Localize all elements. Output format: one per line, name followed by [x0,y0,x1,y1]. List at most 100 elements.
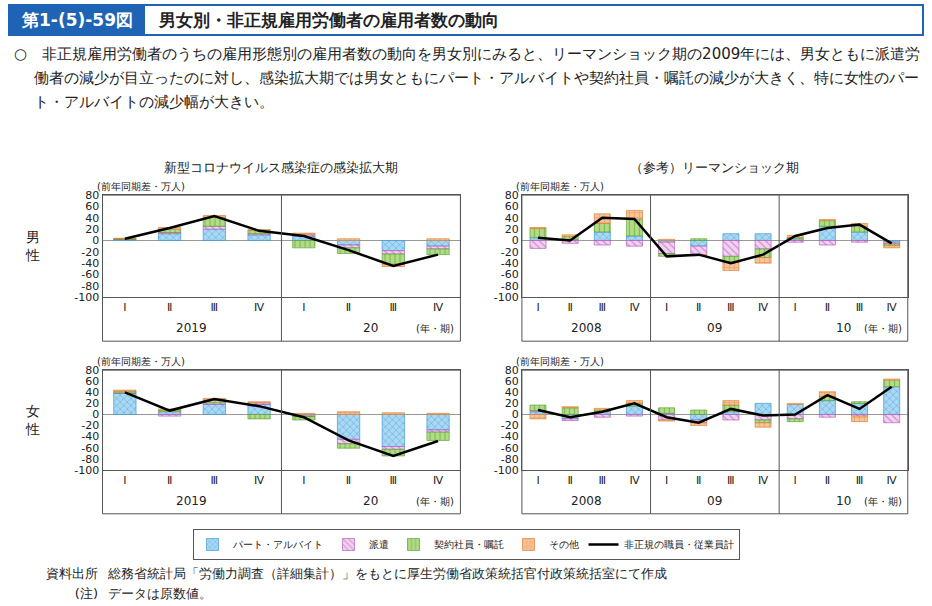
svg-text:-40: -40 [501,257,519,270]
svg-text:-20: -20 [501,419,519,432]
svg-text:Ⅱ: Ⅱ [346,301,351,314]
svg-text:その他: その他 [549,539,579,550]
svg-text:Ⅳ: Ⅳ [254,474,265,487]
svg-text:Ⅰ: Ⅰ [536,474,539,487]
svg-text:(前年同期差・万人): (前年同期差・万人) [516,356,604,367]
svg-text:-80: -80 [81,280,99,293]
svg-text:Ⅳ: Ⅳ [758,474,769,487]
svg-text:-20: -20 [81,419,99,432]
svg-text:09: 09 [707,494,722,508]
svg-text:Ⅲ: Ⅲ [727,301,735,314]
svg-text:Ⅰ: Ⅰ [794,474,797,487]
svg-text:(年・期): (年・期) [864,323,902,334]
svg-text:0: 0 [92,408,99,421]
svg-text:Ⅱ: Ⅱ [167,474,172,487]
svg-text:20: 20 [85,397,99,410]
svg-text:Ⅲ: Ⅲ [390,301,398,314]
svg-text:Ⅲ: Ⅲ [599,301,607,314]
svg-text:-80: -80 [501,280,519,293]
svg-text:40: 40 [85,212,99,225]
svg-text:-60: -60 [501,268,519,281]
svg-text:Ⅳ: Ⅳ [629,474,640,487]
svg-text:0: 0 [92,234,99,247]
svg-text:Ⅰ: Ⅰ [123,301,126,314]
svg-text:20: 20 [85,223,99,236]
svg-text:Ⅱ: Ⅱ [825,301,830,314]
svg-text:60: 60 [85,200,99,213]
svg-text:20: 20 [363,494,378,508]
svg-text:60: 60 [85,375,99,388]
svg-text:20: 20 [363,321,378,335]
svg-text:（参考）リーマンショック期: （参考）リーマンショック期 [630,160,799,175]
svg-text:Ⅳ: Ⅳ [254,301,265,314]
svg-text:新型コロナウイルス感染症の感染拡大期: 新型コロナウイルス感染症の感染拡大期 [164,160,398,175]
svg-text:派遣: 派遣 [369,539,389,550]
svg-text:-40: -40 [81,430,99,443]
svg-text:20: 20 [505,223,519,236]
svg-text:10: 10 [836,494,851,508]
svg-text:80: 80 [505,189,519,202]
svg-text:非正規の職員・従業員計: 非正規の職員・従業員計 [624,539,734,550]
svg-text:Ⅳ: Ⅳ [433,301,444,314]
svg-text:Ⅰ: Ⅰ [302,474,305,487]
svg-text:Ⅳ: Ⅳ [887,301,898,314]
svg-text:契約社員・嘱託: 契約社員・嘱託 [434,539,504,550]
svg-text:Ⅲ: Ⅲ [390,474,398,487]
svg-text:-80: -80 [81,453,99,466]
svg-text:Ⅱ: Ⅱ [167,301,172,314]
svg-text:Ⅱ: Ⅱ [567,474,572,487]
svg-text:(前年同期差・万人): (前年同期差・万人) [516,181,604,192]
svg-text:-80: -80 [501,453,519,466]
svg-text:-60: -60 [501,442,519,455]
svg-text:(年・期): (年・期) [864,496,902,507]
svg-text:20: 20 [505,397,519,410]
svg-text:パート・アルバイト: パート・アルバイト [232,539,323,550]
svg-text:-100: -100 [494,291,519,304]
svg-text:Ⅳ: Ⅳ [758,301,769,314]
svg-text:2008: 2008 [571,321,602,335]
svg-text:60: 60 [505,375,519,388]
svg-text:-60: -60 [81,442,99,455]
svg-text:Ⅲ: Ⅲ [856,474,864,487]
svg-text:0: 0 [512,408,519,421]
svg-text:2019: 2019 [176,494,207,508]
svg-text:40: 40 [505,212,519,225]
svg-text:Ⅰ: Ⅰ [665,301,668,314]
svg-text:Ⅳ: Ⅳ [629,301,640,314]
svg-text:-100: -100 [74,464,99,477]
svg-text:(年・期): (年・期) [416,496,454,507]
svg-text:(年・期): (年・期) [416,323,454,334]
svg-text:Ⅰ: Ⅰ [123,474,126,487]
svg-text:80: 80 [85,364,99,377]
svg-text:40: 40 [505,386,519,399]
svg-text:80: 80 [505,364,519,377]
svg-text:-100: -100 [74,291,99,304]
svg-text:09: 09 [707,321,722,335]
svg-text:Ⅰ: Ⅰ [794,301,797,314]
svg-text:Ⅲ: Ⅲ [211,474,219,487]
svg-text:Ⅲ: Ⅲ [856,301,864,314]
svg-text:Ⅰ: Ⅰ [665,474,668,487]
svg-text:-40: -40 [81,257,99,270]
svg-text:0: 0 [512,234,519,247]
svg-text:2019: 2019 [176,321,207,335]
svg-text:Ⅱ: Ⅱ [825,474,830,487]
svg-text:80: 80 [85,189,99,202]
svg-text:Ⅱ: Ⅱ [696,474,701,487]
svg-text:Ⅲ: Ⅲ [599,474,607,487]
svg-text:男性: 男性 [25,229,40,263]
svg-text:(前年同期差・万人): (前年同期差・万人) [97,356,185,367]
svg-text:女性: 女性 [25,403,40,437]
svg-text:-20: -20 [501,246,519,259]
svg-text:Ⅰ: Ⅰ [302,301,305,314]
svg-text:Ⅲ: Ⅲ [727,474,735,487]
svg-text:Ⅳ: Ⅳ [433,474,444,487]
svg-text:-20: -20 [81,246,99,259]
svg-text:60: 60 [505,200,519,213]
svg-text:10: 10 [836,321,851,335]
svg-text:2008: 2008 [571,494,602,508]
svg-text:Ⅰ: Ⅰ [536,301,539,314]
svg-text:Ⅱ: Ⅱ [346,474,351,487]
svg-text:-100: -100 [494,464,519,477]
svg-text:Ⅳ: Ⅳ [887,474,898,487]
